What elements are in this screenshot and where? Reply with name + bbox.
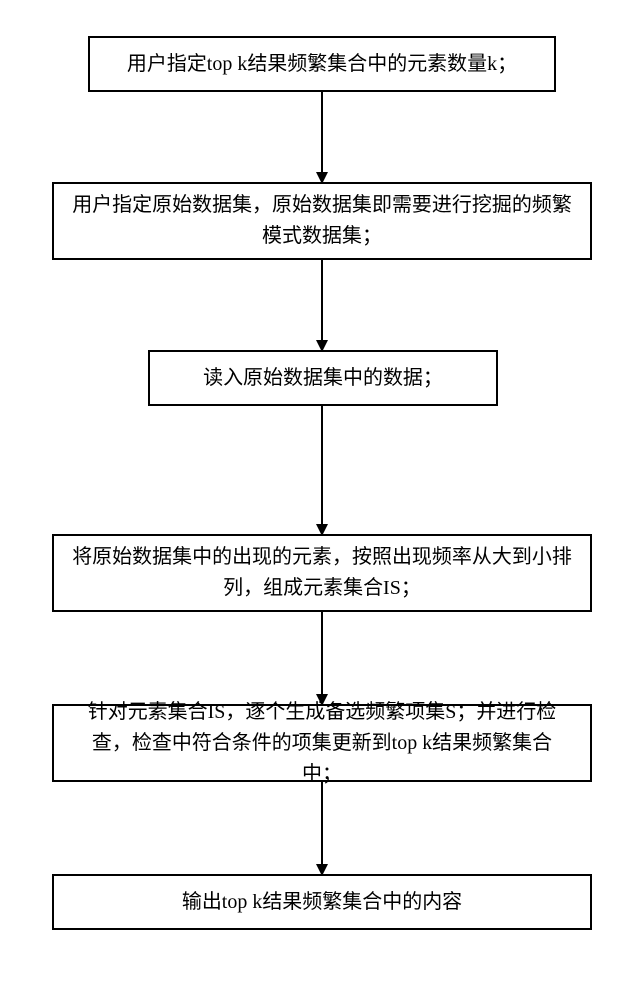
edges-layer xyxy=(0,0,644,1000)
flow-node-label: 针对元素集合IS，逐个生成备选频繁项集S；并进行检查，检查中符合条件的项集更新到… xyxy=(72,697,572,790)
flow-node-n1: 用户指定top k结果频繁集合中的元素数量k； xyxy=(88,36,556,92)
flow-node-label: 用户指定top k结果频繁集合中的元素数量k； xyxy=(127,49,517,80)
flow-node-n4: 将原始数据集中的出现的元素，按照出现频率从大到小排列，组成元素集合IS； xyxy=(52,534,592,612)
flowchart-canvas: 用户指定top k结果频繁集合中的元素数量k； 用户指定原始数据集，原始数据集即需… xyxy=(0,0,644,1000)
flow-node-label: 用户指定原始数据集，原始数据集即需要进行挖掘的频繁模式数据集； xyxy=(72,190,572,252)
flow-node-n5: 针对元素集合IS，逐个生成备选频繁项集S；并进行检查，检查中符合条件的项集更新到… xyxy=(52,704,592,782)
flow-node-n6: 输出top k结果频繁集合中的内容 xyxy=(52,874,592,930)
flow-node-label: 输出top k结果频繁集合中的内容 xyxy=(182,887,462,918)
flow-node-label: 读入原始数据集中的数据； xyxy=(203,363,443,394)
flow-node-n2: 用户指定原始数据集，原始数据集即需要进行挖掘的频繁模式数据集； xyxy=(52,182,592,260)
flow-node-label: 将原始数据集中的出现的元素，按照出现频率从大到小排列，组成元素集合IS； xyxy=(72,542,572,604)
flow-node-n3: 读入原始数据集中的数据； xyxy=(148,350,498,406)
